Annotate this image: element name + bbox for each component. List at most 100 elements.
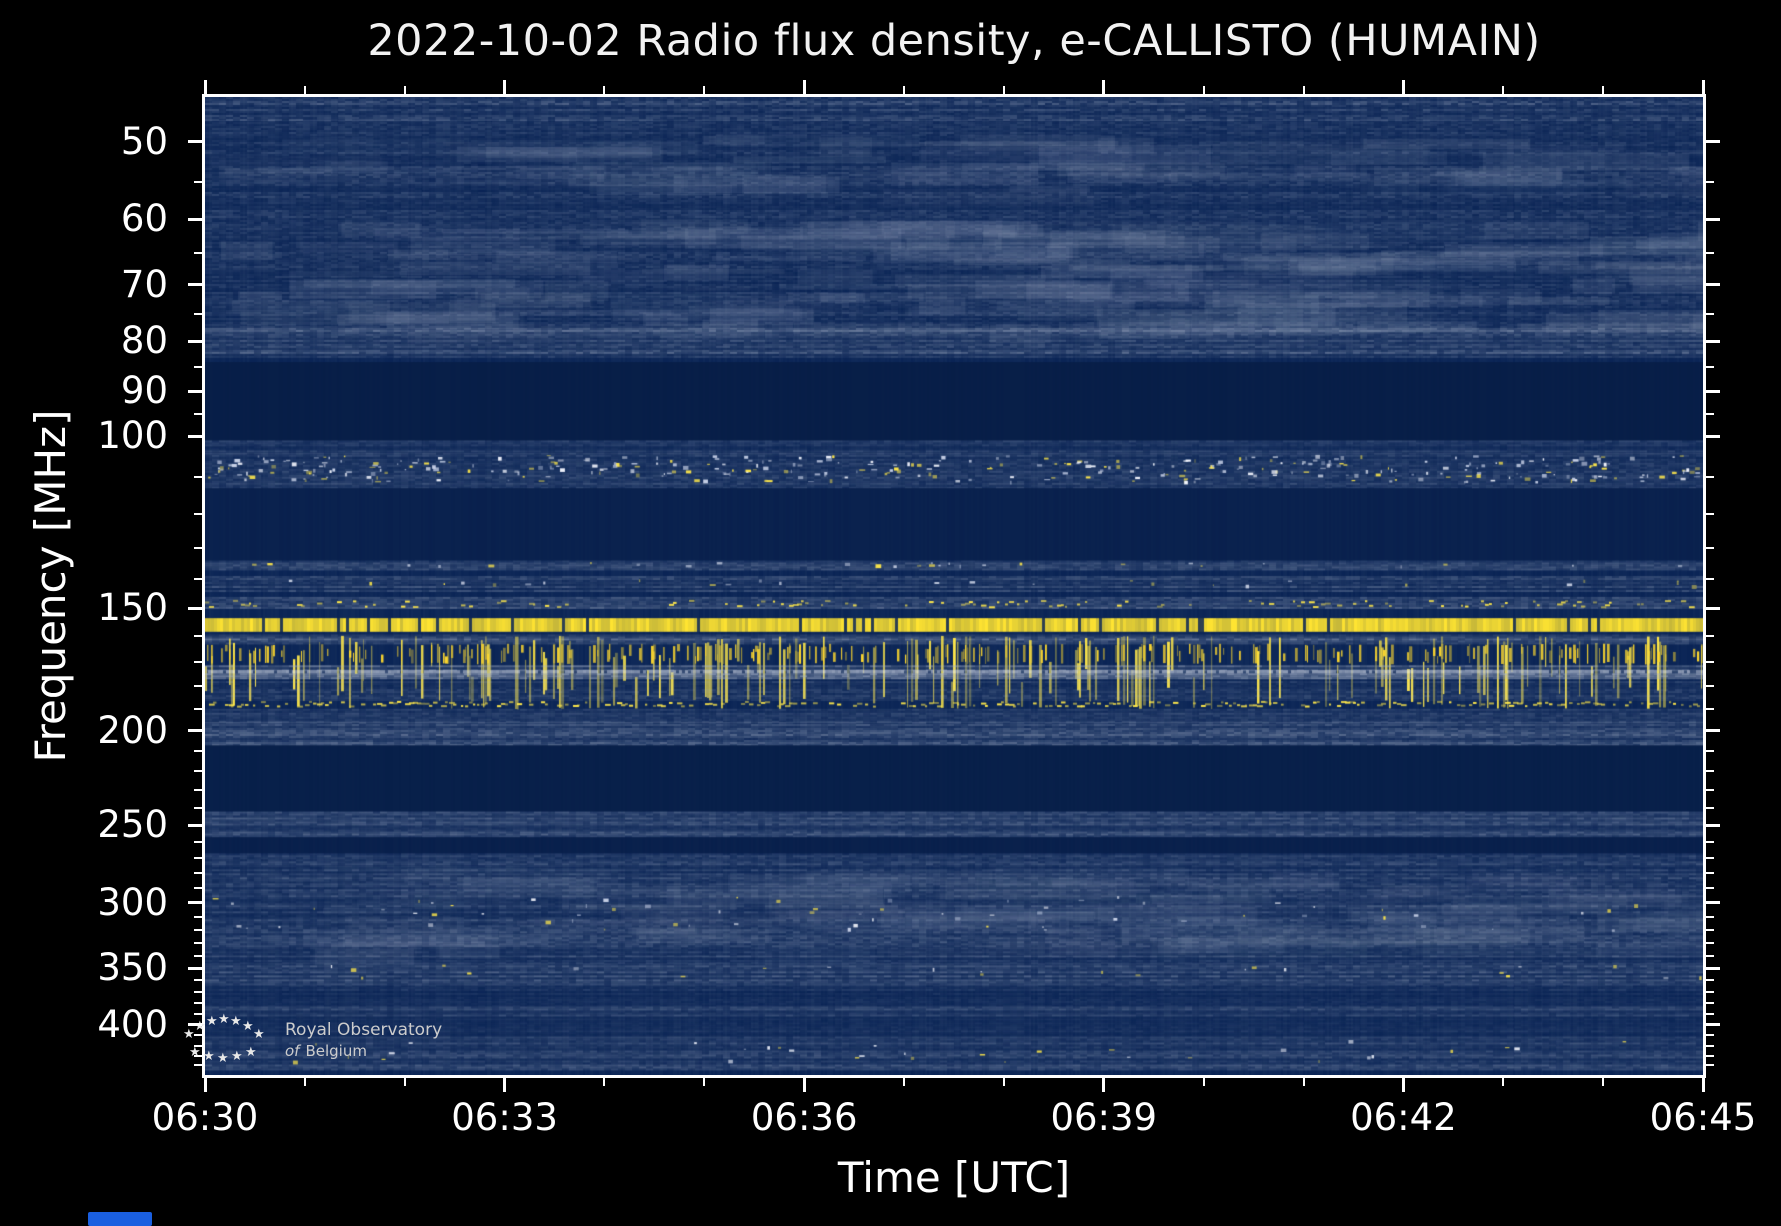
y-major-tick-left [188, 389, 202, 393]
x-minor-tick-bottom [1202, 1078, 1205, 1086]
y-major-tick-right [1706, 217, 1720, 221]
y-minor-tick-right [1706, 1013, 1714, 1016]
x-major-tick-top [1401, 80, 1405, 94]
x-major-tick-top [802, 80, 806, 94]
y-minor-tick-left [194, 634, 202, 637]
y-minor-tick-right [1706, 684, 1714, 687]
y-minor-tick-left [194, 181, 202, 184]
x-minor-tick-bottom [403, 1078, 406, 1086]
y-minor-tick-right [1706, 954, 1714, 957]
x-major-tick-top [503, 80, 507, 94]
chart-title: 2022-10-02 Radio flux density, e-CALLIST… [367, 16, 1541, 66]
rob-logo-text-belgium: Belgium [305, 1042, 367, 1060]
y-minor-tick-left [194, 1002, 202, 1005]
x-major-tick-bottom [1102, 1078, 1106, 1092]
star-icon: ★ [203, 1049, 215, 1064]
y-minor-tick-right [1706, 634, 1714, 637]
y-major-tick-right [1706, 606, 1720, 610]
y-minor-tick-left [194, 1044, 202, 1047]
y-minor-tick-left [194, 841, 202, 843]
y-minor-tick-right [1706, 887, 1714, 890]
y-major-tick-left [188, 823, 202, 827]
y-tick-label: 80 [120, 319, 168, 363]
y-major-tick-right [1706, 729, 1720, 733]
y-tick-label: 350 [97, 946, 168, 990]
rob-logo-text-of: of [285, 1042, 300, 1060]
y-minor-tick-left [194, 252, 202, 255]
y-major-tick-left [188, 283, 202, 287]
y-tick-label: 50 [120, 119, 168, 163]
y-minor-tick-left [194, 1013, 202, 1016]
x-minor-tick-bottom [603, 1078, 606, 1086]
x-minor-tick-bottom [303, 1078, 306, 1086]
y-major-tick-right [1706, 966, 1720, 970]
x-minor-tick-bottom [1002, 1078, 1005, 1086]
y-minor-tick-right [1706, 707, 1714, 710]
y-minor-tick-right [1706, 788, 1714, 791]
y-minor-tick-left [194, 770, 202, 773]
y-major-tick-right [1706, 901, 1720, 905]
y-major-tick-left [188, 966, 202, 970]
star-icon: ★ [242, 1019, 254, 1034]
x-minor-tick-top [703, 86, 706, 94]
x-major-tick-bottom [1401, 1078, 1405, 1092]
y-major-tick-left [188, 140, 202, 144]
y-minor-tick-right [1706, 857, 1714, 860]
y-minor-tick-right [1706, 1064, 1714, 1067]
x-minor-tick-bottom [1602, 1078, 1605, 1086]
y-minor-tick-right [1706, 872, 1714, 875]
rob-logo-stars: ★ ★ ★ ★ ★ ★ ★ ★ ★ ★ ★ ★ [183, 1012, 273, 1072]
y-minor-tick-right [1706, 413, 1714, 416]
y-minor-tick-right [1706, 807, 1714, 809]
x-minor-tick-bottom [903, 1078, 906, 1086]
x-major-tick-bottom [1701, 1078, 1705, 1092]
plot-frame [202, 94, 1706, 1078]
y-major-tick-right [1706, 339, 1720, 343]
y-tick-label: 70 [120, 262, 168, 306]
x-tick-label: 06:30 [151, 1096, 259, 1139]
y-minor-tick-right [1706, 750, 1714, 753]
y-minor-tick-left [194, 807, 202, 809]
y-tick-label: 60 [120, 197, 168, 241]
y-minor-tick-right [1706, 1002, 1714, 1005]
y-major-tick-left [188, 1023, 202, 1027]
rob-logo-text-line2: of Belgium [285, 1042, 367, 1060]
y-minor-tick-left [194, 954, 202, 957]
y-major-tick-right [1706, 140, 1720, 144]
spectrogram-canvas [205, 97, 1703, 1075]
x-minor-tick-top [1002, 86, 1005, 94]
x-minor-tick-top [1502, 86, 1505, 94]
y-minor-tick-right [1706, 312, 1714, 315]
x-minor-tick-top [903, 86, 906, 94]
y-major-tick-left [188, 339, 202, 343]
y-major-tick-left [188, 729, 202, 733]
y-minor-tick-right [1706, 578, 1714, 581]
y-minor-tick-right [1706, 181, 1714, 184]
y-major-tick-right [1706, 389, 1720, 393]
y-minor-tick-left [194, 660, 202, 663]
star-icon: ★ [245, 1045, 257, 1060]
y-minor-tick-left [194, 707, 202, 710]
star-icon: ★ [206, 1014, 218, 1029]
y-minor-tick-right [1706, 1034, 1714, 1037]
y-minor-tick-left [194, 475, 202, 478]
star-icon: ★ [218, 1012, 230, 1027]
y-minor-tick-right [1706, 1044, 1714, 1047]
x-major-tick-bottom [802, 1078, 806, 1092]
y-minor-tick-left [194, 979, 202, 982]
y-minor-tick-left [194, 915, 202, 918]
y-minor-tick-left [194, 512, 202, 515]
x-minor-tick-top [1202, 86, 1205, 94]
y-minor-tick-left [194, 750, 202, 753]
x-minor-tick-top [303, 86, 306, 94]
rob-logo: ★ ★ ★ ★ ★ ★ ★ ★ ★ ★ ★ ★ Royal Observatory of Belgium [183, 1012, 603, 1076]
y-minor-tick-right [1706, 929, 1714, 932]
y-minor-tick-left [194, 1054, 202, 1057]
y-tick-label: 90 [120, 369, 168, 413]
x-tick-label: 06:36 [750, 1096, 858, 1139]
y-minor-tick-left [194, 788, 202, 791]
x-major-tick-bottom [203, 1078, 207, 1092]
bottom-blue-strip [88, 1212, 152, 1226]
x-axis-label: Time [UTC] [837, 1153, 1071, 1202]
y-minor-tick-left [194, 990, 202, 993]
